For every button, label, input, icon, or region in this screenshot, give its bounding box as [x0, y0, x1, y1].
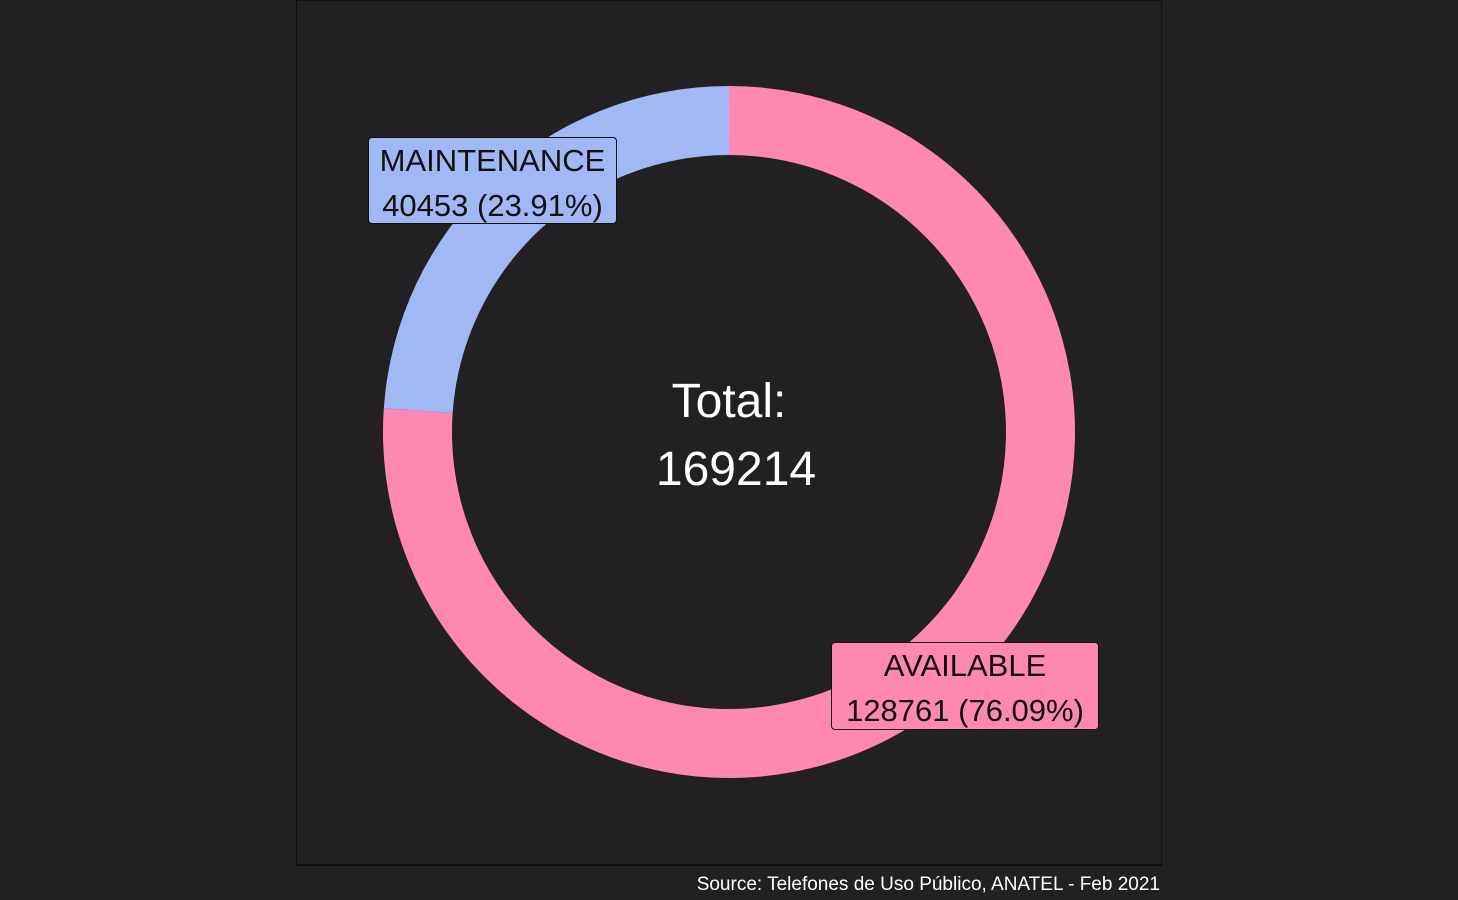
center-total-value: 169214 [655, 443, 817, 496]
slice-label-available-name: AVAILABLE [883, 648, 1047, 683]
slice-label-maintenance-value: 40453 (23.91%) [382, 188, 603, 223]
slice-label-maintenance: MAINTENANCE 40453 (23.91%) [368, 137, 617, 224]
slice-maintenance [383, 86, 729, 413]
center-total-label: Total: [671, 375, 787, 428]
source-caption: Source: Telefones de Uso Público, ANATEL… [696, 874, 1160, 895]
slice-label-maintenance-name: MAINTENANCE [379, 143, 606, 178]
slice-label-available: AVAILABLE 128761 (76.09%) [831, 642, 1099, 730]
slice-label-available-value: 128761 (76.09%) [846, 693, 1084, 728]
